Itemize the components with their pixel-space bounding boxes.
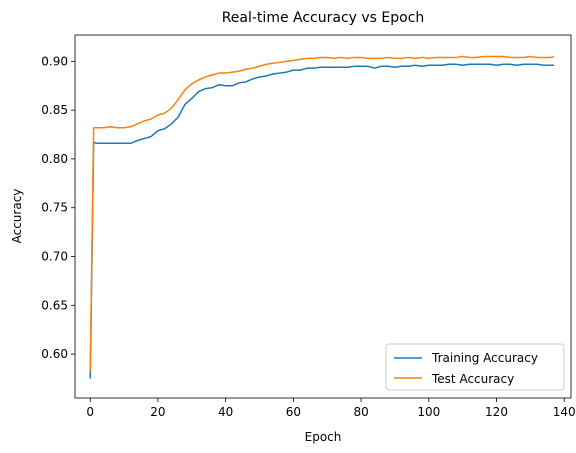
x-tick-label: 0 [86, 405, 94, 419]
y-tick-label: 0.85 [41, 103, 68, 117]
legend: Training Accuracy Test Accuracy [385, 343, 565, 391]
legend-label-test: Test Accuracy [431, 372, 514, 386]
x-tick-label: 120 [485, 405, 508, 419]
x-axis-ticks: 0 20 40 60 80 100 120 140 [86, 398, 576, 419]
legend-box [385, 343, 565, 391]
series-line-test-accuracy [89, 55, 555, 371]
x-tick-label: 140 [553, 405, 576, 419]
y-axis-ticks: 0.60 0.65 0.70 0.75 0.80 0.85 0.90 [41, 54, 75, 361]
legend-label-training: Training Accuracy [431, 351, 538, 365]
x-tick-label: 40 [218, 405, 233, 419]
x-axis-label: Epoch [305, 430, 342, 444]
x-tick-label: 20 [150, 405, 165, 419]
y-tick-label: 0.65 [41, 298, 68, 312]
y-axis-label: Accuracy [10, 189, 24, 244]
x-tick-label: 80 [353, 405, 368, 419]
y-tick-label: 0.80 [41, 152, 68, 166]
y-tick-label: 0.60 [41, 347, 68, 361]
x-tick-label: 60 [286, 405, 301, 419]
y-tick-label: 0.90 [41, 54, 68, 68]
plot-area [89, 55, 555, 379]
y-tick-label: 0.70 [41, 250, 68, 264]
axes-frame [74, 34, 572, 399]
series-line-training-accuracy [89, 63, 555, 379]
chart-title: Real-time Accuracy vs Epoch [222, 10, 425, 26]
y-tick-label: 0.75 [41, 201, 68, 215]
x-tick-label: 100 [417, 405, 440, 419]
